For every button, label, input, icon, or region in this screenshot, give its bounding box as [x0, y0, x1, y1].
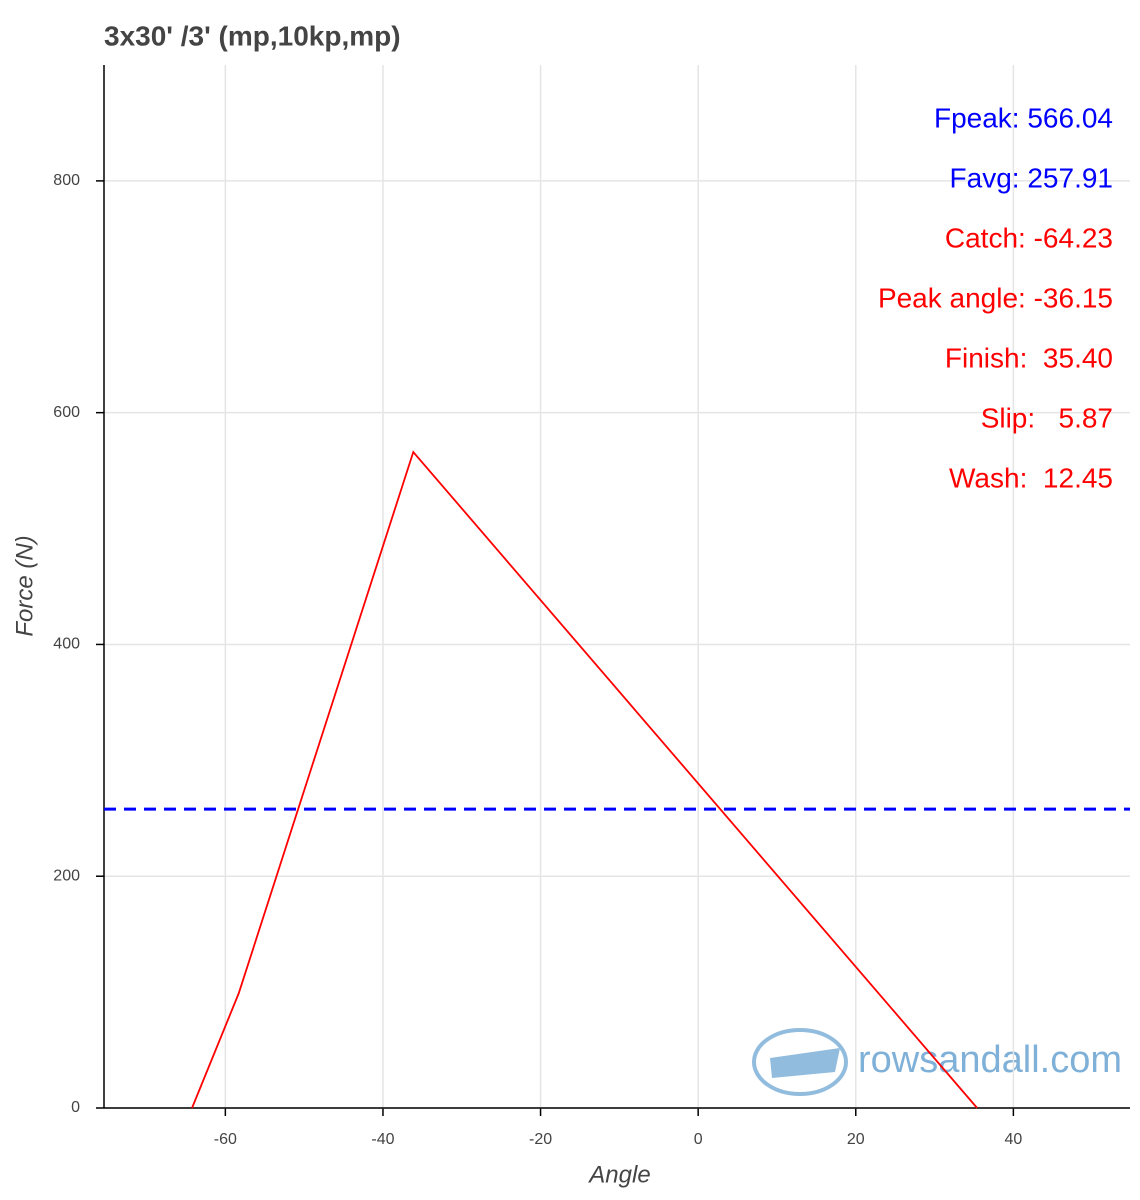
annotation: Slip: 5.87	[981, 402, 1113, 433]
watermark: rowsandall.com	[858, 1039, 1122, 1081]
x-tick-label: 40	[1004, 1131, 1022, 1148]
annotation: Wash: 12.45	[949, 462, 1113, 493]
annotation: Fpeak: 566.04	[934, 102, 1113, 133]
y-tick-label: 0	[71, 1099, 80, 1116]
x-tick-label: 20	[847, 1131, 865, 1148]
x-tick-label: -40	[371, 1131, 394, 1148]
chart-title: 3x30' /3' (mp,10kp,mp)	[104, 20, 401, 51]
x-tick-label: -60	[214, 1131, 237, 1148]
y-tick-label: 200	[53, 867, 80, 884]
y-axis-label: Force (N)	[11, 535, 38, 636]
x-axis-label: Angle	[587, 1161, 650, 1188]
annotation: Finish: 35.40	[945, 342, 1113, 373]
y-tick-label: 800	[53, 172, 80, 189]
annotation: Catch: -64.23	[945, 222, 1113, 253]
annotation: Peak angle: -36.15	[878, 282, 1113, 313]
x-tick-label: -20	[529, 1131, 552, 1148]
y-tick-label: 400	[53, 636, 80, 653]
force-curve	[191, 450, 978, 1109]
annotation: Favg: 257.91	[950, 162, 1113, 193]
watermark-logo	[752, 1028, 848, 1096]
y-tick-label: 600	[53, 404, 80, 421]
x-tick-label: 0	[694, 1131, 703, 1148]
